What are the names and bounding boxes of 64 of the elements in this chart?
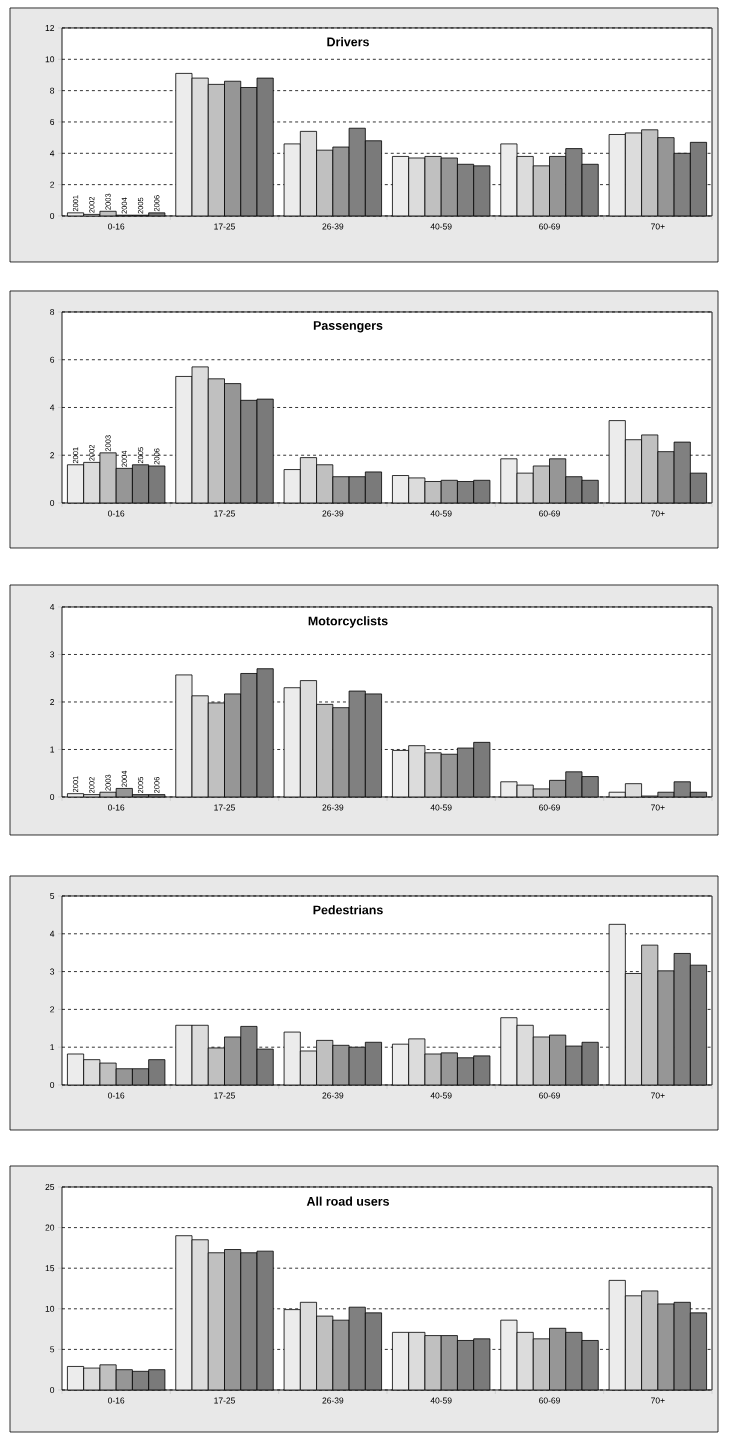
x-tick-label: 0-16 xyxy=(108,1397,125,1404)
y-tick-label: 8 xyxy=(50,308,55,315)
x-tick-label: 26-39 xyxy=(322,510,344,517)
x-tick-label: 70+ xyxy=(651,223,665,230)
x-tick-label: 0-16 xyxy=(108,1092,125,1099)
y-tick-label: 15 xyxy=(45,1265,55,1272)
y-tick-label: 1 xyxy=(50,746,55,753)
x-tick-label: 26-39 xyxy=(322,1397,344,1404)
y-tick-label: 1 xyxy=(50,1044,55,1051)
y-tick-label: 5 xyxy=(50,1346,55,1353)
y-tick-label: 0 xyxy=(50,499,55,506)
x-tick-label: 17-25 xyxy=(214,1092,235,1099)
x-tick-label: 60-69 xyxy=(539,804,560,811)
y-tick-label: 20 xyxy=(45,1224,55,1231)
x-tick-label: 60-69 xyxy=(539,1092,560,1099)
x-tick-label: 70+ xyxy=(651,804,665,811)
x-tick-label: 70+ xyxy=(651,510,665,517)
x-tick-label: 40-59 xyxy=(430,510,452,517)
y-tick-label: 10 xyxy=(45,1305,55,1312)
y-tick-label: 4 xyxy=(49,604,55,610)
x-tick-label: 60-69 xyxy=(539,510,560,517)
y-tick-label: 2 xyxy=(50,1006,55,1013)
x-tick-label: 40-59 xyxy=(430,1092,452,1099)
x-tick-label: 40-59 xyxy=(430,804,452,811)
text: All road users xyxy=(306,1196,390,1206)
x-tick-label: 17-25 xyxy=(214,223,235,230)
y-tick-label: 6 xyxy=(50,118,55,125)
y-tick-label: 12 xyxy=(45,25,55,31)
x-tick-label: 0-16 xyxy=(108,510,125,517)
x-tick-label: 26-39 xyxy=(322,804,344,811)
x-tick-label: 70+ xyxy=(651,1397,665,1404)
x-tick-label: 0-16 xyxy=(108,223,125,230)
y-tick-label: 0 xyxy=(50,1082,55,1088)
y-tick-label: 10 xyxy=(45,56,55,63)
y-tick-label: 4 xyxy=(49,930,55,937)
y-tick-label: 5 xyxy=(50,893,55,899)
x-tick-label: 17-25 xyxy=(214,1397,235,1404)
y-tick-label: 2 xyxy=(50,181,55,188)
x-tick-label: 17-25 xyxy=(214,510,235,517)
text: Pedestrians xyxy=(313,905,383,915)
x-tick-label: 60-69 xyxy=(539,223,560,230)
y-tick-label: 0 xyxy=(50,793,55,800)
x-tick-label: 60-69 xyxy=(539,1397,560,1404)
text: Drivers xyxy=(327,37,369,47)
x-tick-label: 26-39 xyxy=(322,223,344,230)
y-tick-label: 3 xyxy=(50,651,55,658)
x-tick-label: 70+ xyxy=(651,1092,665,1099)
x-tick-label: 0-16 xyxy=(108,804,125,811)
y-tick-label: 25 xyxy=(45,1184,55,1190)
y-tick-label: 6 xyxy=(50,356,55,363)
y-tick-label: 2 xyxy=(50,452,55,459)
x-tick-label: 40-59 xyxy=(430,223,452,230)
y-tick-label: 8 xyxy=(50,87,55,94)
text: Passengers xyxy=(313,321,383,333)
y-tick-label: 0 xyxy=(50,1387,55,1393)
x-tick-label: 17-25 xyxy=(214,804,235,811)
y-tick-label: 4 xyxy=(49,150,55,157)
y-tick-label: 0 xyxy=(50,212,55,219)
text: Motorcyclists xyxy=(308,616,388,628)
y-tick-label: 2 xyxy=(50,699,55,705)
y-tick-label: 3 xyxy=(50,968,55,975)
y-tick-label: 4 xyxy=(49,404,55,411)
x-tick-label: 40-59 xyxy=(430,1397,452,1404)
x-tick-label: 26-39 xyxy=(322,1092,344,1099)
